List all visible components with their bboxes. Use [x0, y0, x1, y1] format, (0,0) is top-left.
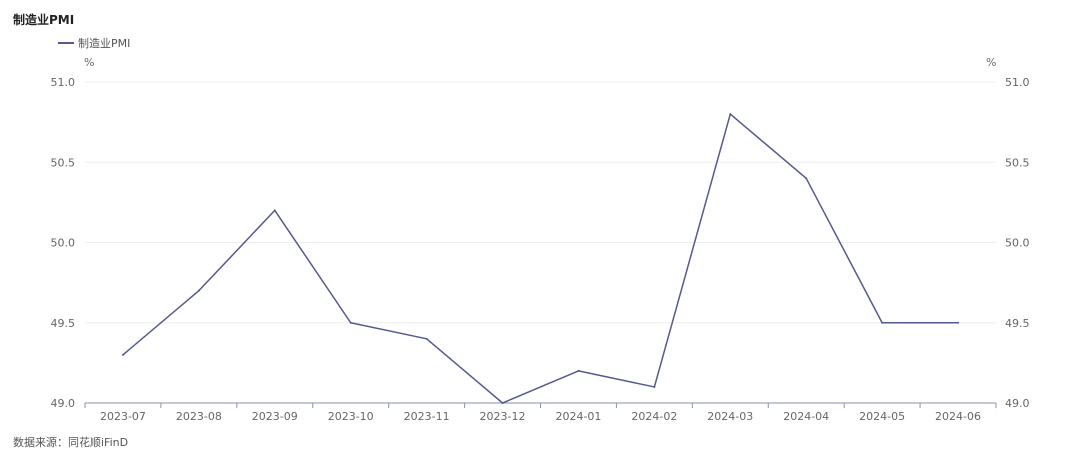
y-tick-label-right: 49.5	[1005, 317, 1030, 330]
y-tick-label-right: 50.5	[1005, 156, 1030, 169]
x-tick-label: 2023-10	[328, 410, 374, 423]
data-point	[577, 369, 580, 372]
y-unit-left: %	[84, 56, 94, 69]
data-point	[197, 289, 200, 292]
data-point	[425, 337, 428, 340]
x-tick-label: 2023-12	[480, 410, 526, 423]
x-tick-label: 2024-05	[859, 410, 905, 423]
y-tick-label-left: 51.0	[51, 76, 76, 89]
chart-legend: 制造业PMI	[58, 35, 130, 51]
x-tick-label: 2023-07	[100, 410, 146, 423]
data-point	[349, 321, 352, 324]
x-tick-label: 2024-02	[631, 410, 677, 423]
x-tick-label: 2023-08	[176, 410, 222, 423]
x-tick-label: 2023-11	[404, 410, 450, 423]
data-point	[653, 385, 656, 388]
series-line	[122, 113, 959, 404]
data-point	[729, 113, 732, 116]
data-point	[957, 321, 960, 324]
y-tick-label-left: 50.5	[51, 156, 76, 169]
x-tick-label: 2024-01	[555, 410, 601, 423]
data-point	[501, 402, 504, 404]
x-tick-label: 2024-04	[783, 410, 829, 423]
y-tick-label-right: 49.0	[1005, 397, 1030, 410]
data-point	[121, 353, 124, 356]
y-tick-label-right: 51.0	[1005, 76, 1030, 89]
legend-swatch	[58, 42, 74, 44]
y-unit-right: %	[986, 56, 996, 69]
x-tick-label: 2023-09	[252, 410, 298, 423]
x-tick-label: 2024-03	[707, 410, 753, 423]
chart-title: 制造业PMI	[13, 13, 75, 27]
data-point	[273, 209, 276, 212]
y-tick-label-right: 50.0	[1005, 237, 1030, 250]
data-source-note: 数据来源：同花顺iFinD	[13, 436, 129, 449]
y-tick-label-left: 49.0	[51, 397, 76, 410]
legend-label: 制造业PMI	[78, 37, 131, 50]
data-point	[805, 177, 808, 180]
data-point	[881, 321, 884, 324]
x-tick-label: 2024-06	[935, 410, 981, 423]
y-tick-label-left: 50.0	[51, 237, 76, 250]
y-tick-label-left: 49.5	[51, 317, 76, 330]
